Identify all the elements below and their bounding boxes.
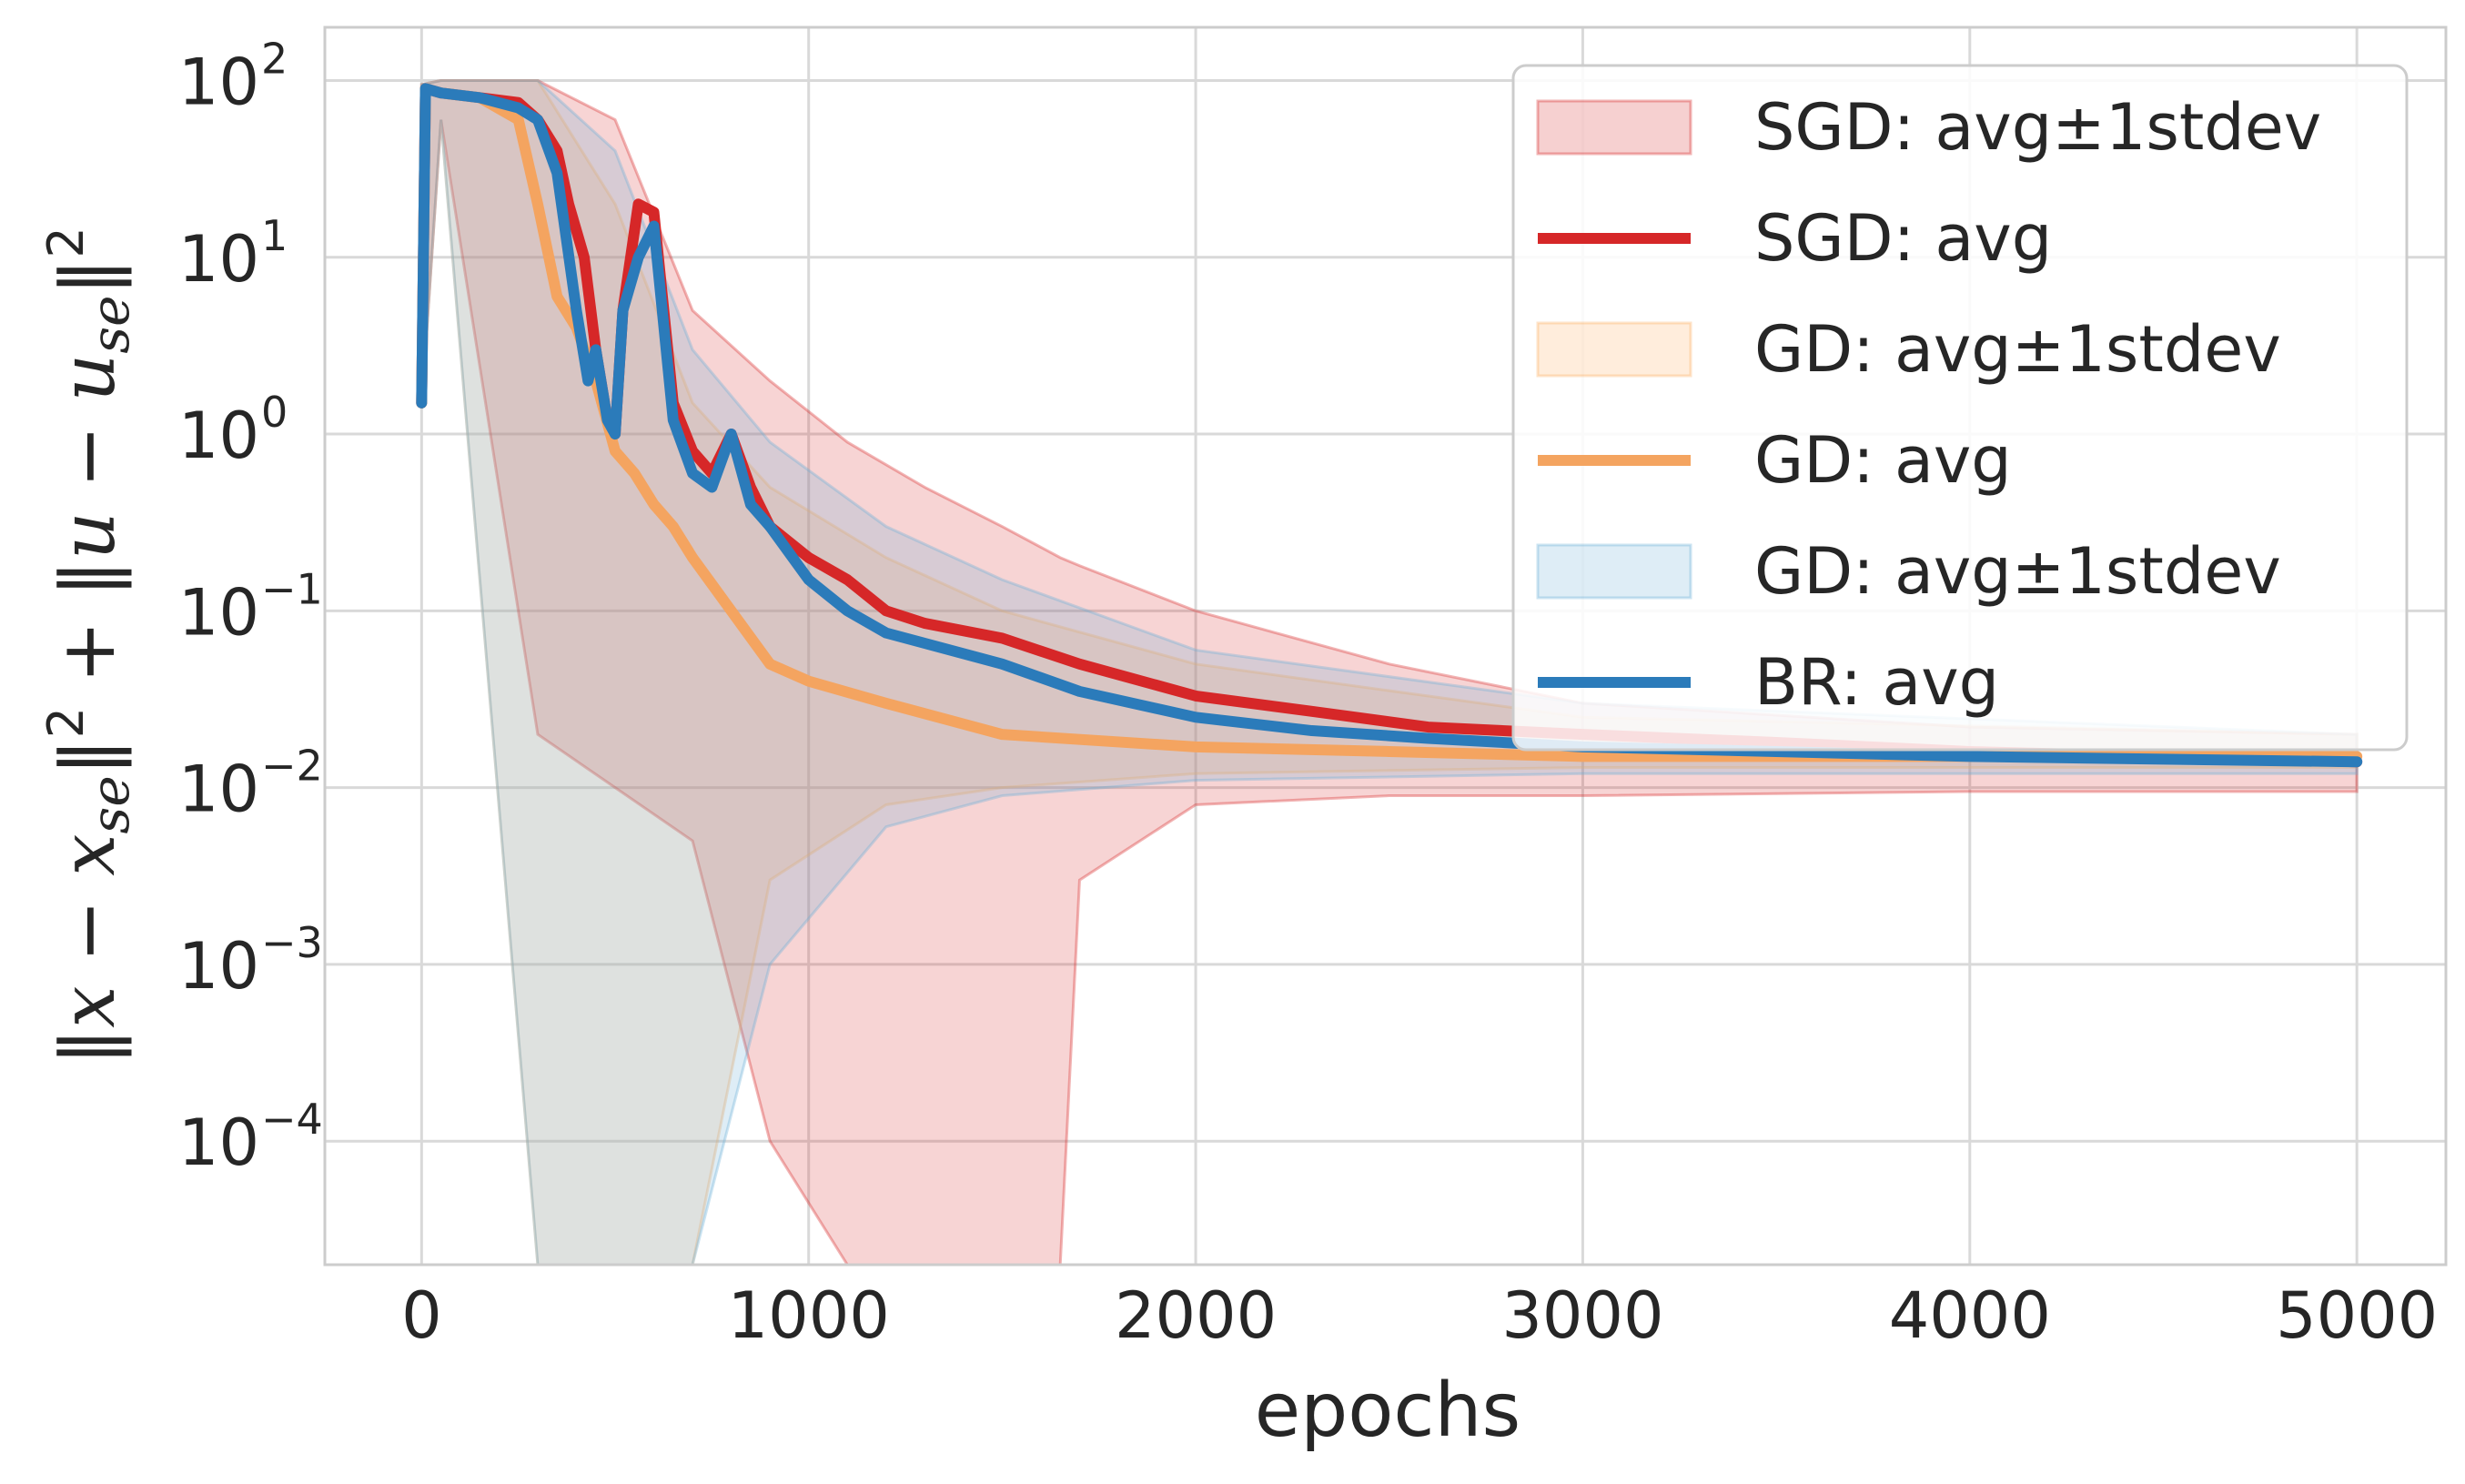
x-tick-label: 2000	[1115, 1278, 1277, 1353]
x-axis-label: epochs	[1255, 1368, 1520, 1454]
legend: SGD: avg±1stdev SGD: avg GD: avg±1stdev GD:…	[1511, 64, 2409, 752]
x-tick-label: 3000	[1501, 1278, 1663, 1353]
series-line	[416, 83, 2363, 762]
legend-label: GD: avg±1stdev	[1754, 312, 2281, 387]
x-tick-label: 5000	[2276, 1278, 2438, 1353]
legend-band-swatch	[1536, 321, 1692, 378]
legend-box	[1511, 64, 2409, 752]
x-tick-label: 1000	[728, 1278, 890, 1353]
y-tick-label: 101	[178, 211, 288, 297]
y-tick-label: 102	[178, 34, 288, 119]
std-band	[419, 78, 2359, 1267]
legend-band-swatch	[1536, 543, 1692, 600]
legend-label: GD: avg±1stdev	[1754, 534, 2281, 609]
legend-label: SGD: avg	[1754, 201, 2052, 276]
series-line	[416, 83, 2363, 768]
y-tick-label: 100	[178, 388, 288, 473]
plot-frame	[323, 25, 2448, 1267]
y-tick-label: 10−2	[178, 742, 323, 827]
legend-band-swatch	[1536, 99, 1692, 156]
legend-label: SGD: avg±1stdev	[1754, 90, 2321, 165]
x-tick-label: 4000	[1889, 1278, 2051, 1353]
y-axis-label: ‖x − xse‖2 + ‖u − use‖2	[37, 227, 141, 1065]
y-tick-label: 10−4	[178, 1095, 323, 1180]
legend-label: GD: avg	[1754, 423, 2012, 498]
series-line-group	[416, 83, 2363, 768]
x-tick-labels: 0 1000 2000 3000 4000 5000	[401, 1278, 2438, 1353]
y-tick-label: 10−1	[178, 564, 323, 650]
svg-text:‖x − xse‖2 + ‖u − use‖2: ‖x − xse‖2 + ‖u − use‖2	[37, 227, 141, 1065]
y-tick-label: 10−3	[178, 918, 323, 1004]
legend-label: BR: avg	[1754, 645, 1999, 720]
y-tick-labels: 10−4 10−3 10−2 10−1 100 101 102	[178, 34, 323, 1180]
x-tick-label: 0	[401, 1278, 442, 1353]
